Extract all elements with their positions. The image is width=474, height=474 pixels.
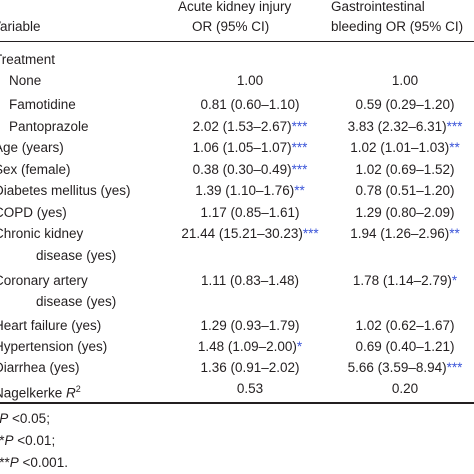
significance-stars: ** <box>294 183 305 198</box>
aki-value: 0.38 (0.30–0.49)*** <box>192 162 308 177</box>
significance-stars: * <box>296 339 303 354</box>
aki-value: 1.36 (0.91–2.02) <box>200 360 300 375</box>
table-row: None 1.00 1.00 <box>0 71 474 91</box>
table-row: Diarrhea (yes) 1.36 (0.91–2.02) 5.66 (3.… <box>0 358 474 378</box>
row-label: Age (years) <box>0 140 64 155</box>
table-row: Diabetes mellitus (yes) 1.39 (1.10–1.76)… <box>0 181 474 201</box>
row-label: Pantoprazole <box>9 119 89 134</box>
header-col2-line2: bleeding OR (95% CI) <box>331 19 464 34</box>
gib-value: 1.29 (0.80–2.09) <box>355 205 455 220</box>
gib-value: 1.02 (0.62–1.67) <box>355 318 455 333</box>
aki-value: 0.53 <box>236 381 264 396</box>
row-label: Hypertension (yes) <box>0 339 108 354</box>
aki-value: 0.81 (0.60–1.10) <box>200 97 300 112</box>
table-row-continuation: disease (yes) <box>0 246 474 266</box>
aki-value: 1.39 (1.10–1.76)** <box>195 183 305 198</box>
significance-stars: ** <box>449 226 460 241</box>
header-variable: Variable <box>0 19 41 34</box>
significance-stars: *** <box>302 226 319 241</box>
significance-stars: *** <box>446 119 463 134</box>
row-label-continuation: disease (yes) <box>36 294 117 309</box>
row-label: Sex (female) <box>0 162 71 177</box>
row-label: Heart failure (yes) <box>0 318 102 333</box>
table-row: Famotidine 0.81 (0.60–1.10) 0.59 (0.29–1… <box>0 95 474 115</box>
table-row: Treatment <box>0 50 474 70</box>
aki-value: 1.17 (0.85–1.61) <box>200 205 300 220</box>
row-label: Chronic kidney <box>0 226 84 241</box>
gib-value: 1.94 (1.26–2.96)** <box>350 226 460 241</box>
significance-stars: * <box>451 273 458 288</box>
row-label: Nagelkerke R2 <box>0 384 81 401</box>
gib-value: 1.00 <box>391 73 419 88</box>
row-label: Coronary artery <box>0 273 88 288</box>
gib-value: 0.20 <box>391 381 419 396</box>
table-bottom-rule <box>0 402 474 404</box>
row-label: Diarrhea (yes) <box>0 360 80 375</box>
gib-value: 1.02 (0.69–1.52) <box>355 162 455 177</box>
table-row: Hypertension (yes) 1.48 (1.09–2.00)* 0.6… <box>0 337 474 357</box>
gib-value: 1.78 (1.14–2.79)* <box>352 273 458 288</box>
aki-value: 1.06 (1.05–1.07)*** <box>192 140 308 155</box>
header-col1-line1: Acute kidney injury <box>178 0 292 14</box>
row-label: Diabetes mellitus (yes) <box>0 183 131 198</box>
significance-stars: ** <box>449 140 460 155</box>
table-row: Heart failure (yes) 1.29 (0.93–1.79) 1.0… <box>0 316 474 336</box>
significance-stars: *** <box>291 119 308 134</box>
aki-value: 2.02 (1.53–2.67)*** <box>192 119 308 134</box>
table-row: Nagelkerke R2 0.53 0.20 <box>0 379 474 401</box>
table-row-continuation: disease (yes) <box>0 292 474 312</box>
significance-stars: *** <box>291 162 308 177</box>
footnote: **P <0.01; <box>0 433 56 448</box>
gib-value: 3.83 (2.32–6.31)*** <box>347 119 463 134</box>
gib-value: 0.69 (0.40–1.21) <box>355 339 455 354</box>
row-label: Famotidine <box>9 97 76 112</box>
row-label-continuation: disease (yes) <box>36 248 117 263</box>
aki-value: 1.00 <box>236 73 264 88</box>
aki-value: 1.48 (1.09–2.00)* <box>197 339 303 354</box>
table-row: Sex (female) 0.38 (0.30–0.49)*** 1.02 (0… <box>0 160 474 180</box>
table-row: Pantoprazole 2.02 (1.53–2.67)*** 3.83 (2… <box>0 117 474 137</box>
aki-value: 1.11 (0.83–1.48) <box>200 273 300 288</box>
table-row: Coronary artery 1.11 (0.83–1.48) 1.78 (1… <box>0 271 474 291</box>
gib-value: 1.02 (1.01–1.03)** <box>350 140 460 155</box>
gib-value: 0.78 (0.51–1.20) <box>355 183 455 198</box>
row-label: Treatment <box>0 52 56 67</box>
aki-value: 21.44 (15.21–30.23)*** <box>181 226 319 241</box>
gib-value: 0.59 (0.29–1.20) <box>355 97 455 112</box>
row-label: None <box>9 73 42 88</box>
row-label: COPD (yes) <box>0 205 67 220</box>
table-row: Chronic kidney 21.44 (15.21–30.23)*** 1.… <box>0 224 474 244</box>
gib-value: 5.66 (3.59–8.94)*** <box>347 360 463 375</box>
table-row: COPD (yes) 1.17 (0.85–1.61) 1.29 (0.80–2… <box>0 203 474 223</box>
header-col1-line2: OR (95% CI) <box>192 19 270 34</box>
footnote: ***P <0.001. <box>0 455 68 470</box>
aki-value: 1.29 (0.93–1.79) <box>200 318 300 333</box>
header-rule <box>0 41 474 42</box>
footnote: *P <0.05; <box>0 411 50 426</box>
significance-stars: *** <box>446 360 463 375</box>
significance-stars: *** <box>291 140 308 155</box>
table-row: Age (years) 1.06 (1.05–1.07)*** 1.02 (1.… <box>0 138 474 158</box>
header-col2-line1: Gastrointestinal <box>331 0 425 14</box>
